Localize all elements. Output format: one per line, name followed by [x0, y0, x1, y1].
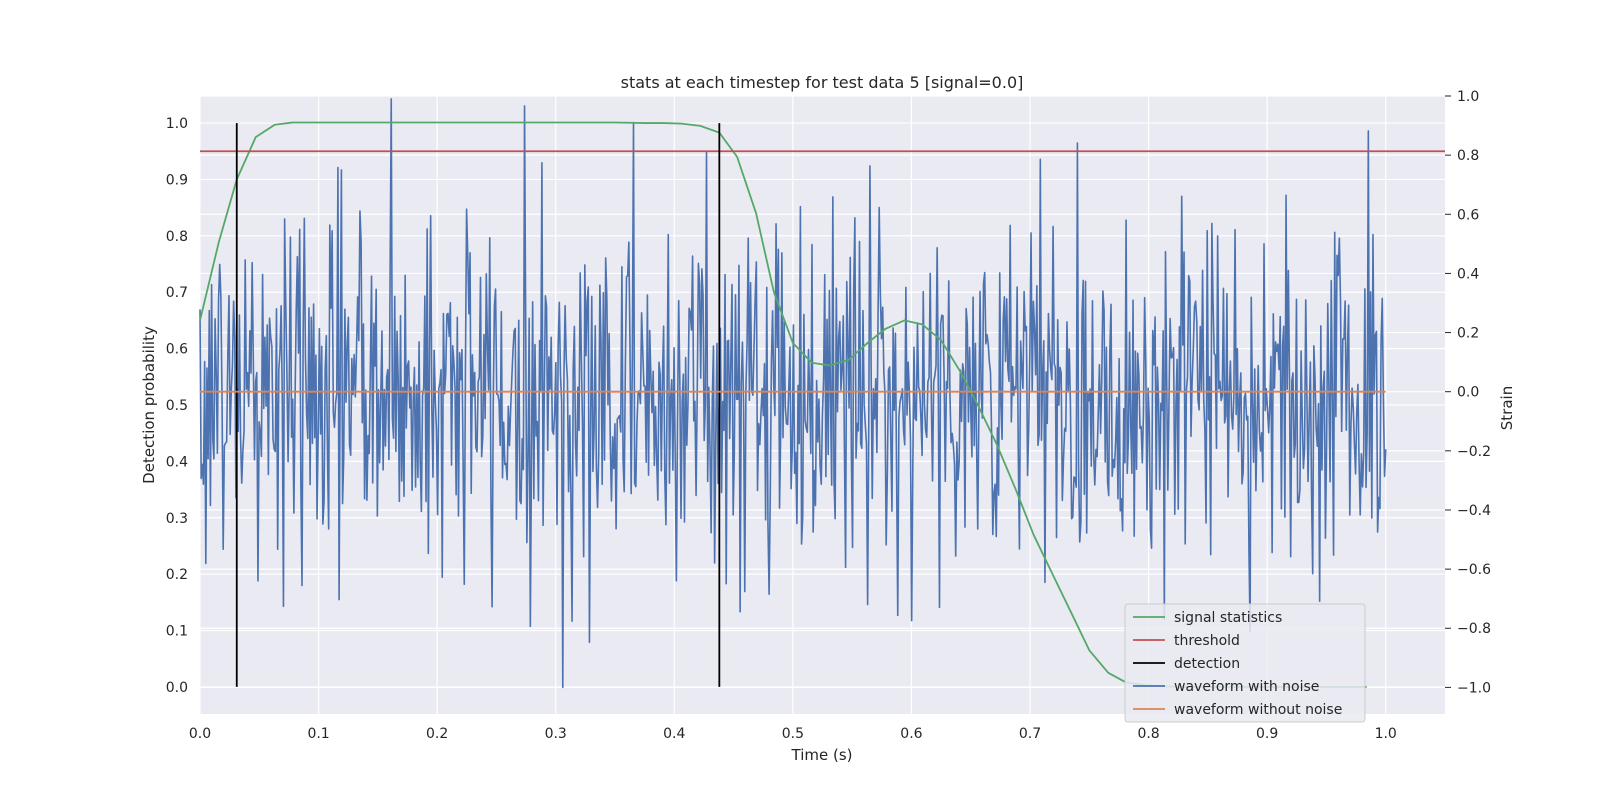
x-tick-label: 0.5: [782, 726, 804, 742]
legend-label-threshold: threshold: [1174, 633, 1240, 649]
y-tick-label: 1.0: [166, 116, 188, 132]
legend-label-detection: detection: [1174, 656, 1240, 672]
series-waveform-with-noise: [199, 98, 1387, 689]
y-tick-label: 0.8: [166, 229, 188, 245]
y-axis-label: Detection probability: [140, 326, 158, 484]
legend-label-signal-statistics: signal statistics: [1174, 610, 1282, 626]
y2-tick-label: 1.0: [1457, 89, 1479, 105]
y2-tick-label: −0.2: [1457, 444, 1491, 460]
legend-box: [1124, 603, 1366, 723]
y2-tick-label: 0.4: [1457, 266, 1479, 282]
y2-tick-label: −0.6: [1457, 562, 1491, 578]
legend-label-waveform-with-noise: waveform with noise: [1174, 679, 1319, 695]
y2-tick-label: 0.6: [1457, 207, 1479, 223]
y-tick-label: 0.4: [166, 454, 188, 470]
x-tick-label: 0.0: [189, 726, 211, 742]
x-tick-label: 0.4: [663, 726, 685, 742]
y-tick-label: 0.3: [166, 511, 188, 527]
chart-title: stats at each timestep for test data 5 […: [621, 73, 1024, 92]
y2-tick-label: 0.8: [1457, 148, 1479, 164]
x-tick-label: 0.2: [426, 726, 448, 742]
y2-axis-label: Strain: [1498, 386, 1516, 430]
x-tick-label: 0.8: [1137, 726, 1159, 742]
legend: signal statistics threshold detection wa…: [1124, 603, 1366, 723]
y2-tick-label: −0.4: [1457, 503, 1491, 519]
y2-tick-label: 0.0: [1457, 385, 1479, 401]
y-tick-label: 0.6: [166, 342, 188, 358]
y-tick-label: 0.5: [166, 398, 188, 414]
y-tick-label: 0.0: [166, 680, 188, 696]
x-tick-label: 1.0: [1375, 726, 1397, 742]
y2-tick-label: 0.2: [1457, 326, 1479, 342]
x-tick-label: 0.1: [307, 726, 329, 742]
legend-label-waveform-without-noise: waveform without noise: [1174, 702, 1342, 718]
x-axis-label: Time (s): [791, 746, 853, 764]
y-tick-label: 0.2: [166, 567, 188, 583]
y2-tick-label: −0.8: [1457, 621, 1491, 637]
y-tick-label: 0.1: [166, 624, 188, 640]
x-tick-label: 0.7: [1019, 726, 1041, 742]
x-tick-label: 0.9: [1256, 726, 1278, 742]
y-tick-label: 0.7: [166, 285, 188, 301]
tick-labels: 0.0 0.1 0.2 0.3 0.4 0.5 0.6 0.7 0.8 0.9 1.0 0.0 0.1 0…: [166, 89, 1491, 742]
x-tick-label: 0.6: [900, 726, 922, 742]
y-tick-label: 0.9: [166, 172, 188, 188]
y2-tick-label: −1.0: [1457, 680, 1491, 696]
x-tick-label: 0.3: [545, 726, 567, 742]
